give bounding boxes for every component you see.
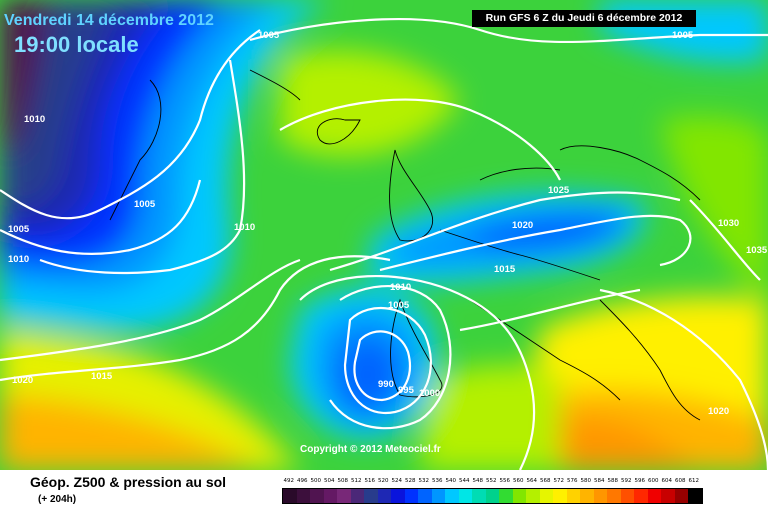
- scale-swatch: [472, 489, 486, 503]
- scale-swatch: [350, 489, 364, 503]
- scale-swatch: [539, 489, 553, 503]
- isobar-label: 1010: [234, 222, 255, 233]
- scale-value: 524: [391, 478, 403, 484]
- scale-swatch: [593, 489, 607, 503]
- scale-value: 568: [540, 478, 551, 484]
- scale-swatch: [512, 489, 526, 503]
- scale-swatch: [647, 489, 661, 503]
- scale-value: 532: [418, 478, 430, 484]
- geopotential-field: 1005 1005 1010 1005 1005 1010 1010 1025 …: [0, 0, 768, 470]
- scale-swatch: [580, 489, 594, 503]
- color-scale: [282, 488, 703, 504]
- isobar-label: 1010: [8, 254, 29, 265]
- scale-swatch: [458, 489, 472, 503]
- scale-value: 516: [364, 478, 376, 484]
- isobar-label: 1035: [746, 245, 768, 256]
- isobar-label: 1010: [390, 282, 411, 293]
- scale-swatch: [283, 489, 297, 503]
- isobar-label: 1020: [12, 375, 33, 386]
- color-scale-labels: 492 496 500 504 508 512 516 520 524 528 532 536 540 5…: [282, 478, 701, 484]
- scale-value: 508: [337, 478, 349, 484]
- scale-value: 540: [445, 478, 457, 484]
- scale-value: 492: [283, 478, 295, 484]
- scale-value: 544: [459, 478, 470, 484]
- isobar-label: 1000: [419, 388, 440, 399]
- isobar-label: 1005: [8, 224, 30, 235]
- isobars: [0, 18, 768, 470]
- scale-value: 528: [405, 478, 416, 484]
- scale-swatch: [688, 489, 702, 503]
- scale-value: 560: [513, 478, 524, 484]
- forecast-lead-time: (+ 204h): [38, 494, 77, 505]
- scale-value: 604: [661, 478, 673, 484]
- scale-value: 600: [648, 478, 659, 484]
- isobar-label: 1010: [24, 114, 45, 125]
- scale-swatch: [323, 489, 337, 503]
- scale-swatch: [364, 489, 378, 503]
- scale-swatch: [499, 489, 513, 503]
- scale-value: 576: [567, 478, 578, 484]
- scale-swatch: [526, 489, 540, 503]
- scale-swatch: [445, 489, 459, 503]
- scale-value: 556: [499, 478, 511, 484]
- isobar-label: 1005: [134, 199, 156, 210]
- scale-value: 592: [621, 478, 632, 484]
- scale-value: 536: [432, 478, 443, 484]
- scale-value: 572: [553, 478, 565, 484]
- scale-swatch: [634, 489, 648, 503]
- scale-swatch: [418, 489, 432, 503]
- scale-swatch: [620, 489, 634, 503]
- scale-value: 520: [378, 478, 389, 484]
- isobar-label: 1030: [718, 218, 739, 229]
- scale-swatch: [607, 489, 621, 503]
- scale-value: 504: [324, 478, 335, 484]
- isobar-label: 1020: [708, 406, 729, 417]
- scale-swatch: [337, 489, 351, 503]
- legend-title: Géop. Z500 & pression au sol: [30, 474, 227, 490]
- isobar-label: 1015: [494, 264, 516, 275]
- scale-value: 512: [351, 478, 362, 484]
- scale-value: 500: [310, 478, 322, 484]
- forecast-time: 19:00 locale: [14, 32, 139, 57]
- scale-value: 552: [486, 478, 497, 484]
- isobar-label: 1015: [91, 371, 113, 382]
- scale-value: 608: [675, 478, 686, 484]
- copyright-notice: Copyright © 2012 Meteociel.fr: [300, 444, 441, 455]
- scale-swatch: [485, 489, 499, 503]
- model-run-label: Run GFS 6 Z du Jeudi 6 décembre 2012: [472, 10, 696, 27]
- scale-swatch: [296, 489, 310, 503]
- forecast-date: Vendredi 14 décembre 2012: [4, 12, 214, 29]
- scale-value: 548: [472, 478, 484, 484]
- scale-swatch: [566, 489, 580, 503]
- isobar-label: 1005: [258, 30, 280, 41]
- scale-value: 496: [297, 478, 308, 484]
- isobar-label: 1005: [388, 300, 410, 311]
- scale-swatch: [377, 489, 391, 503]
- scale-value: 596: [634, 478, 646, 484]
- isobar-label: 1025: [548, 185, 570, 196]
- isobar-label: 1020: [512, 220, 533, 231]
- scale-swatch: [674, 489, 688, 503]
- scale-value: 564: [526, 478, 538, 484]
- scale-swatch: [661, 489, 675, 503]
- scale-swatch: [553, 489, 567, 503]
- scale-swatch: [431, 489, 445, 503]
- scale-swatch: [391, 489, 405, 503]
- scale-value: 584: [594, 478, 605, 484]
- scale-value: 612: [688, 478, 700, 484]
- isobar-label: 1005: [672, 30, 694, 41]
- scale-value: 580: [580, 478, 592, 484]
- weather-map: 1005 1005 1010 1005 1005 1010 1010 1025 …: [0, 0, 768, 470]
- isobar-label: 990: [378, 379, 394, 390]
- isobar-label: 995: [398, 385, 415, 396]
- scale-swatch: [404, 489, 418, 503]
- scale-swatch: [310, 489, 324, 503]
- scale-value: 588: [607, 478, 619, 484]
